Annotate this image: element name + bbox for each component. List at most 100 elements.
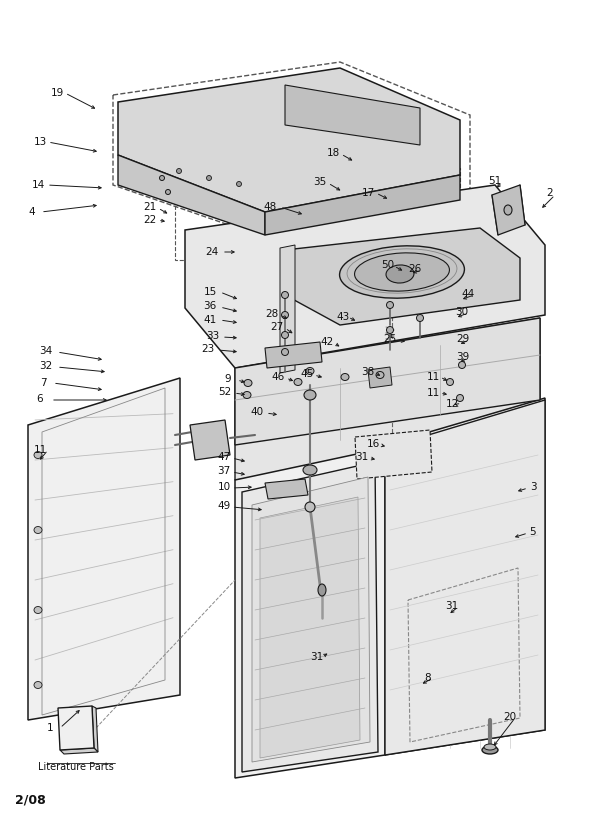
Text: 38: 38 xyxy=(361,367,375,377)
Ellipse shape xyxy=(504,205,512,215)
Polygon shape xyxy=(285,228,520,325)
Ellipse shape xyxy=(386,265,414,283)
Text: 26: 26 xyxy=(408,264,422,274)
Ellipse shape xyxy=(294,378,302,385)
Text: 44: 44 xyxy=(461,289,474,299)
Polygon shape xyxy=(235,448,385,778)
Polygon shape xyxy=(190,420,230,460)
Ellipse shape xyxy=(318,584,326,596)
Text: 47: 47 xyxy=(217,452,231,462)
Ellipse shape xyxy=(303,465,317,475)
Text: 34: 34 xyxy=(40,346,53,356)
Polygon shape xyxy=(285,85,420,145)
Ellipse shape xyxy=(305,502,315,512)
Text: 28: 28 xyxy=(266,309,278,319)
Text: 31: 31 xyxy=(445,601,458,611)
Text: 41: 41 xyxy=(204,315,217,325)
Text: 37: 37 xyxy=(217,466,231,476)
Ellipse shape xyxy=(34,681,42,689)
Text: 40: 40 xyxy=(250,407,264,417)
Text: 16: 16 xyxy=(366,439,379,449)
Polygon shape xyxy=(265,175,460,235)
Polygon shape xyxy=(280,245,295,373)
Ellipse shape xyxy=(237,182,241,187)
Text: 23: 23 xyxy=(201,344,215,354)
Polygon shape xyxy=(492,185,525,235)
Text: 2/08: 2/08 xyxy=(15,794,46,807)
Ellipse shape xyxy=(376,372,384,378)
Ellipse shape xyxy=(386,327,394,333)
Text: 2: 2 xyxy=(547,188,553,198)
Text: 11: 11 xyxy=(427,372,440,382)
Text: 19: 19 xyxy=(50,88,64,98)
Text: 4: 4 xyxy=(29,207,35,217)
Text: 27: 27 xyxy=(270,322,284,332)
Text: 5: 5 xyxy=(530,527,536,537)
Text: 20: 20 xyxy=(503,712,517,722)
Text: 6: 6 xyxy=(37,394,43,404)
Polygon shape xyxy=(185,185,545,368)
Polygon shape xyxy=(58,706,94,750)
Polygon shape xyxy=(260,497,360,758)
Text: 11: 11 xyxy=(34,445,47,455)
Ellipse shape xyxy=(281,292,289,298)
Ellipse shape xyxy=(447,378,454,385)
Ellipse shape xyxy=(243,391,251,399)
Ellipse shape xyxy=(281,311,289,319)
Text: 36: 36 xyxy=(204,301,217,311)
Text: 13: 13 xyxy=(34,137,47,147)
Ellipse shape xyxy=(244,380,252,386)
Polygon shape xyxy=(368,367,392,388)
Text: 48: 48 xyxy=(263,202,277,212)
Text: 22: 22 xyxy=(143,215,156,225)
Text: 45: 45 xyxy=(300,369,314,379)
Polygon shape xyxy=(235,318,540,445)
Text: 31: 31 xyxy=(355,452,369,462)
Text: 39: 39 xyxy=(457,352,470,362)
Text: 25: 25 xyxy=(384,334,396,344)
Polygon shape xyxy=(252,477,370,762)
Text: 51: 51 xyxy=(489,176,502,186)
Ellipse shape xyxy=(484,744,496,750)
Ellipse shape xyxy=(176,169,182,174)
Text: 14: 14 xyxy=(31,180,45,190)
Ellipse shape xyxy=(281,332,289,338)
Text: 42: 42 xyxy=(320,337,333,347)
Ellipse shape xyxy=(306,368,314,375)
Ellipse shape xyxy=(166,190,171,195)
Text: 3: 3 xyxy=(530,482,536,492)
Ellipse shape xyxy=(206,175,211,180)
Polygon shape xyxy=(118,155,265,235)
Ellipse shape xyxy=(457,394,464,402)
Ellipse shape xyxy=(458,362,466,368)
Text: 29: 29 xyxy=(457,334,470,344)
Polygon shape xyxy=(385,398,545,755)
Ellipse shape xyxy=(355,253,450,291)
Ellipse shape xyxy=(340,246,464,298)
Polygon shape xyxy=(385,400,545,755)
Ellipse shape xyxy=(386,302,394,309)
Text: 35: 35 xyxy=(313,177,327,187)
Text: 1: 1 xyxy=(47,723,53,733)
Text: 32: 32 xyxy=(40,361,53,371)
Text: 30: 30 xyxy=(455,307,468,317)
Text: 17: 17 xyxy=(361,188,375,198)
Text: 12: 12 xyxy=(445,399,458,409)
Text: 10: 10 xyxy=(218,482,231,492)
Polygon shape xyxy=(92,706,98,752)
Ellipse shape xyxy=(482,746,498,754)
Polygon shape xyxy=(242,462,378,772)
Text: 49: 49 xyxy=(217,501,231,511)
Text: 46: 46 xyxy=(271,372,284,382)
Text: 31: 31 xyxy=(310,652,324,662)
Text: 24: 24 xyxy=(205,247,219,257)
Polygon shape xyxy=(265,479,308,499)
Text: 52: 52 xyxy=(218,387,232,397)
Text: 15: 15 xyxy=(204,287,217,297)
Polygon shape xyxy=(265,342,322,368)
Text: 21: 21 xyxy=(143,202,156,212)
Text: Literature Parts: Literature Parts xyxy=(38,762,114,772)
Ellipse shape xyxy=(417,315,424,321)
Ellipse shape xyxy=(281,349,289,355)
Ellipse shape xyxy=(304,390,316,400)
